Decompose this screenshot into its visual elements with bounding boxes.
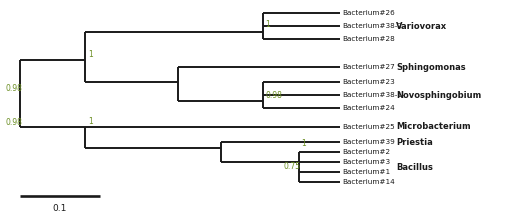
Text: 1: 1 [88,50,93,59]
Text: Sphingomonas: Sphingomonas [396,63,466,72]
Text: Bacterium#1: Bacterium#1 [342,169,391,175]
Text: 1: 1 [88,117,93,126]
Text: 0.98: 0.98 [265,91,282,100]
Text: Microbacterium: Microbacterium [396,123,471,131]
Text: 0.75: 0.75 [283,161,300,170]
Text: Bacterium#25: Bacterium#25 [342,124,395,130]
Text: 1: 1 [301,139,306,148]
Text: Bacterium#23: Bacterium#23 [342,80,395,85]
Text: Variovorax: Variovorax [396,22,447,31]
Text: Bacterium#26: Bacterium#26 [342,10,395,16]
Text: 0.1: 0.1 [53,204,67,213]
Text: Bacterium#38-2: Bacterium#38-2 [342,23,402,29]
Text: 1: 1 [265,20,270,29]
Text: 0.98: 0.98 [6,84,23,93]
Text: Bacterium#27: Bacterium#27 [342,64,395,70]
Text: Bacterium#3: Bacterium#3 [342,159,391,165]
Text: 0.98: 0.98 [6,118,23,127]
Text: Bacterium#39: Bacterium#39 [342,139,395,145]
Text: Bacterium#28: Bacterium#28 [342,36,395,42]
Text: Bacterium#24: Bacterium#24 [342,105,395,111]
Text: Bacterium#14: Bacterium#14 [342,179,395,185]
Text: Bacterium#2: Bacterium#2 [342,149,391,155]
Text: Priestia: Priestia [396,138,433,147]
Text: Novosphingobium: Novosphingobium [396,91,482,100]
Text: Bacillus: Bacillus [396,163,433,172]
Text: Bacterium#38-1: Bacterium#38-1 [342,92,402,98]
